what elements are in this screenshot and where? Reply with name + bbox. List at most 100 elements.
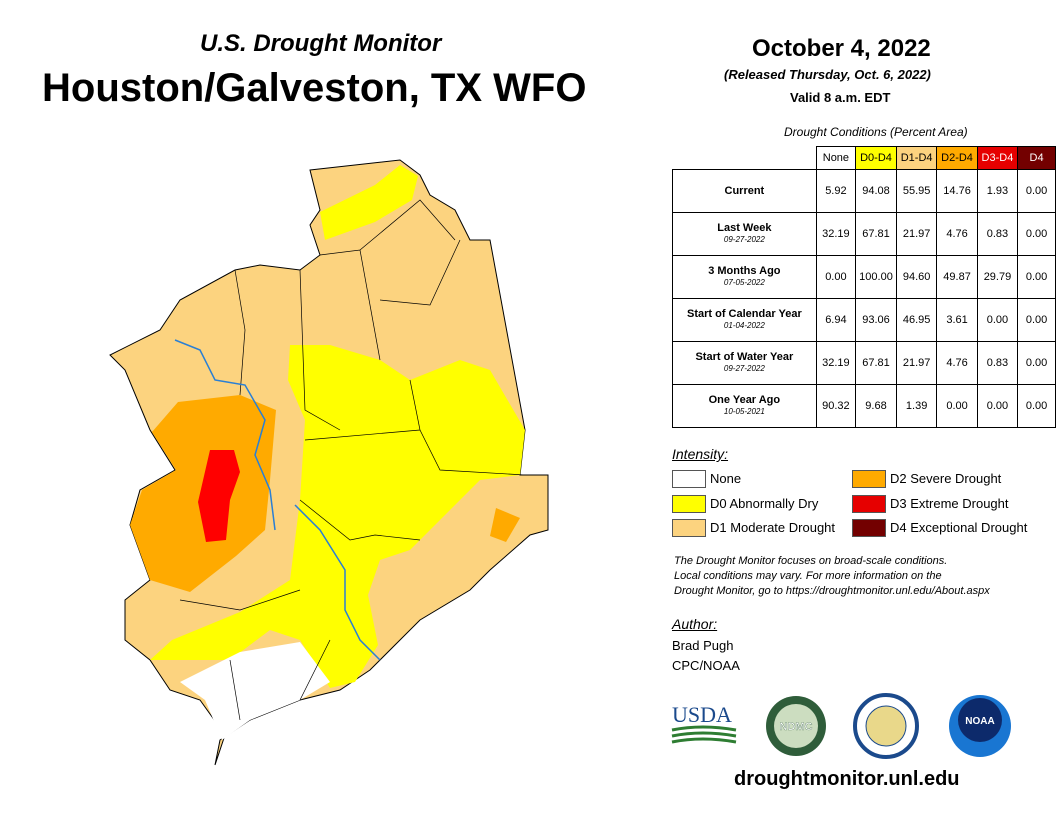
note: The Drought Monitor focuses on broad-sca… [674, 554, 1054, 599]
cell: 0.00 [1017, 341, 1056, 385]
column-header: D0-D4 [855, 146, 897, 170]
author-heading: Author: [672, 616, 718, 632]
table-row: Start of Calendar Year 01-04-2022 6.94 93.0… [672, 298, 1056, 342]
row-date: 07-05-2022 [723, 278, 765, 287]
cell: 93.06 [855, 298, 897, 342]
cell: 9.68 [855, 384, 897, 428]
released: (Released Thursday, Oct. 6, 2022) [724, 67, 931, 82]
d3-area [198, 450, 240, 542]
cell: 94.60 [895, 255, 938, 299]
row-date: 09-27-2022 [723, 364, 765, 373]
noaa-logo: NOAA [965, 716, 994, 727]
column-header: D2-D4 [936, 146, 978, 170]
author-org: CPC/NOAA [672, 658, 740, 673]
title: Houston/Galveston, TX WFO [42, 66, 587, 110]
d0-area [150, 345, 525, 688]
ndmc-logo: NDMC [780, 721, 813, 733]
cell: 0.00 [1017, 212, 1056, 256]
row-date: 01-04-2022 [723, 321, 765, 330]
cell: 49.87 [936, 255, 978, 299]
usda-logo: USDA [672, 702, 732, 727]
subtitle: U.S. Drought Monitor [200, 30, 442, 57]
legend-label: None [710, 471, 742, 486]
row-label-cell: One Year Ago 10-05-2021 [672, 384, 817, 428]
cell: 100.00 [855, 255, 897, 299]
blank [673, 147, 817, 170]
footer-url: droughtmonitor.unl.edu [734, 768, 960, 790]
cell: 32.19 [815, 212, 857, 256]
cell: 0.83 [976, 341, 1019, 385]
row-label-cell: Last Week 09-27-2022 [672, 212, 817, 256]
cell: 0.00 [1017, 169, 1056, 213]
legend-swatch [672, 495, 706, 513]
column-header: D3-D4 [976, 146, 1019, 170]
cell: 4.76 [936, 212, 978, 256]
date: October 4, 2022 [752, 35, 931, 62]
table-row: Last Week 09-27-2022 32.19 67.81 21.97 4.76 0.… [672, 212, 1056, 256]
cell: 67.81 [855, 341, 897, 385]
river [174, 339, 381, 661]
table-row: Current 5.92 94.08 55.95 14.76 1.93 0.00 [672, 169, 1056, 213]
header-row: None D0-D4 D1-D4 D2-D4 D3-D4 D4 [673, 146, 1056, 170]
cell: 67.81 [855, 212, 897, 256]
legend-swatch [852, 495, 886, 513]
cell: 1.39 [895, 384, 938, 428]
county-lines [179, 199, 526, 721]
cell: 0.83 [976, 212, 1019, 256]
cell: 21.97 [895, 212, 938, 256]
note-line: Drought Monitor, go to https://droughtmo… [674, 585, 990, 597]
cell: 94.08 [855, 169, 897, 213]
legend-label: D0 Abnormally Dry [710, 496, 819, 511]
legend-swatch [672, 470, 706, 488]
cell: 14.76 [936, 169, 978, 213]
row-label-cell: Start of Water Year 09-27-2022 [672, 341, 817, 385]
cell: 4.76 [936, 341, 978, 385]
cell: 0.00 [1017, 384, 1056, 428]
column-header: D4 [1017, 146, 1056, 170]
cell: 46.95 [895, 298, 938, 342]
legend-swatch [852, 519, 886, 537]
row-date: 10-05-2021 [723, 407, 765, 416]
cell: 0.00 [976, 298, 1019, 342]
note-line: Local conditions may vary. For more info… [674, 570, 942, 582]
table-row: 3 Months Ago 07-05-2022 0.00 100.00 94.60 49.… [672, 255, 1056, 299]
cell: 0.00 [815, 255, 857, 299]
table-caption: Drought Conditions (Percent Area) [784, 125, 968, 139]
row-date: 09-27-2022 [723, 235, 765, 244]
legend-title: Intensity: [672, 446, 729, 462]
cell: 21.97 [895, 341, 938, 385]
legend-label: D1 Moderate Drought [710, 520, 836, 535]
logos: USDA NDMC NOAA [671, 693, 1011, 759]
cell: 3.61 [936, 298, 978, 342]
row-label: Last Week [717, 222, 772, 234]
cell: 1.93 [976, 169, 1019, 213]
table-row: One Year Ago 10-05-2021 90.32 9.68 1.39 0.00 0… [672, 384, 1056, 428]
valid: Valid 8 a.m. EDT [790, 90, 891, 105]
author-name: Brad Pugh [672, 638, 734, 653]
legend-label: D4 Exceptional Drought [890, 520, 1028, 535]
cell: 29.79 [976, 255, 1019, 299]
legend-label: D3 Extreme Drought [890, 496, 1009, 511]
cell: 0.00 [1017, 255, 1056, 299]
d2-area [490, 508, 520, 542]
table: None D0-D4 D1-D4 D2-D4 D3-D4 D4 Current 5.92 94.… [672, 146, 1056, 428]
cell: 6.94 [815, 298, 857, 342]
row-label: 3 Months Ago [708, 265, 781, 277]
cell: 90.32 [815, 384, 857, 428]
legend-swatch [852, 470, 886, 488]
row-label-cell: 3 Months Ago 07-05-2022 [672, 255, 817, 299]
note-line: The Drought Monitor focuses on broad-sca… [674, 555, 948, 567]
none-area [180, 642, 330, 740]
d0-area [320, 165, 418, 240]
row-label: Current [724, 185, 765, 197]
row-label: One Year Ago [708, 394, 781, 406]
cell: 0.00 [936, 384, 978, 428]
column-header: D1-D4 [895, 146, 938, 170]
table-row: Start of Water Year 09-27-2022 32.19 67.81 2… [672, 341, 1056, 385]
row-label: Start of Water Year [695, 351, 794, 363]
row-label-cell: Start of Calendar Year 01-04-2022 [672, 298, 817, 342]
map [109, 159, 549, 766]
cell: 0.00 [1017, 298, 1056, 342]
row-label: Start of Calendar Year [687, 308, 802, 320]
